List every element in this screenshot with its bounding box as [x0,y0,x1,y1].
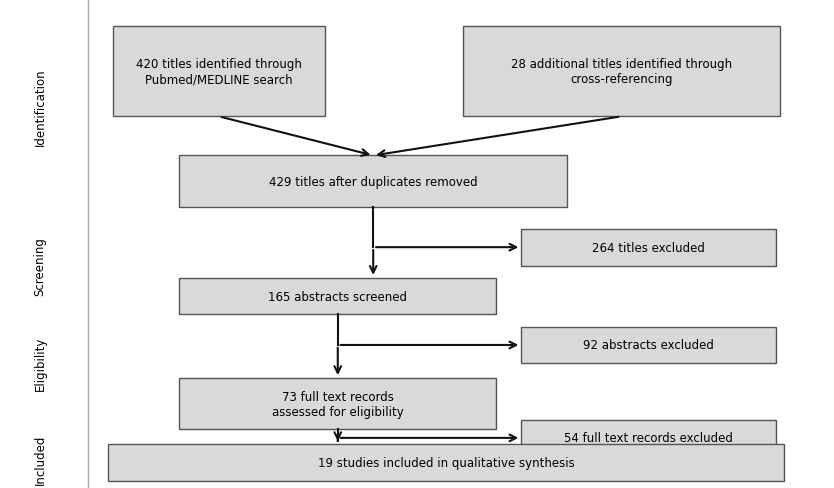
FancyBboxPatch shape [463,27,780,117]
Text: 420 titles identified through
Pubmed/MEDLINE search: 420 titles identified through Pubmed/MED… [136,58,302,86]
Text: 73 full text records
assessed for eligibility: 73 full text records assessed for eligib… [272,390,404,418]
FancyBboxPatch shape [113,27,325,117]
FancyBboxPatch shape [179,278,496,315]
Text: 429 titles after duplicates removed: 429 titles after duplicates removed [269,175,478,188]
Text: Eligibility: Eligibility [33,336,47,391]
Text: 165 abstracts screened: 165 abstracts screened [269,290,407,303]
Text: Included: Included [33,433,47,484]
FancyBboxPatch shape [108,444,784,481]
FancyBboxPatch shape [521,420,776,456]
Text: 19 studies included in qualitative synthesis: 19 studies included in qualitative synth… [318,456,575,469]
Text: Identification: Identification [33,69,47,146]
Text: 264 titles excluded: 264 titles excluded [592,241,705,254]
FancyBboxPatch shape [179,156,567,207]
Text: 28 additional titles identified through
cross-referencing: 28 additional titles identified through … [510,58,732,86]
FancyBboxPatch shape [521,327,776,364]
Text: 54 full text records excluded: 54 full text records excluded [564,431,733,445]
Text: 92 abstracts excluded: 92 abstracts excluded [583,339,714,352]
Text: Screening: Screening [33,237,47,295]
FancyBboxPatch shape [179,378,496,429]
FancyBboxPatch shape [521,229,776,266]
